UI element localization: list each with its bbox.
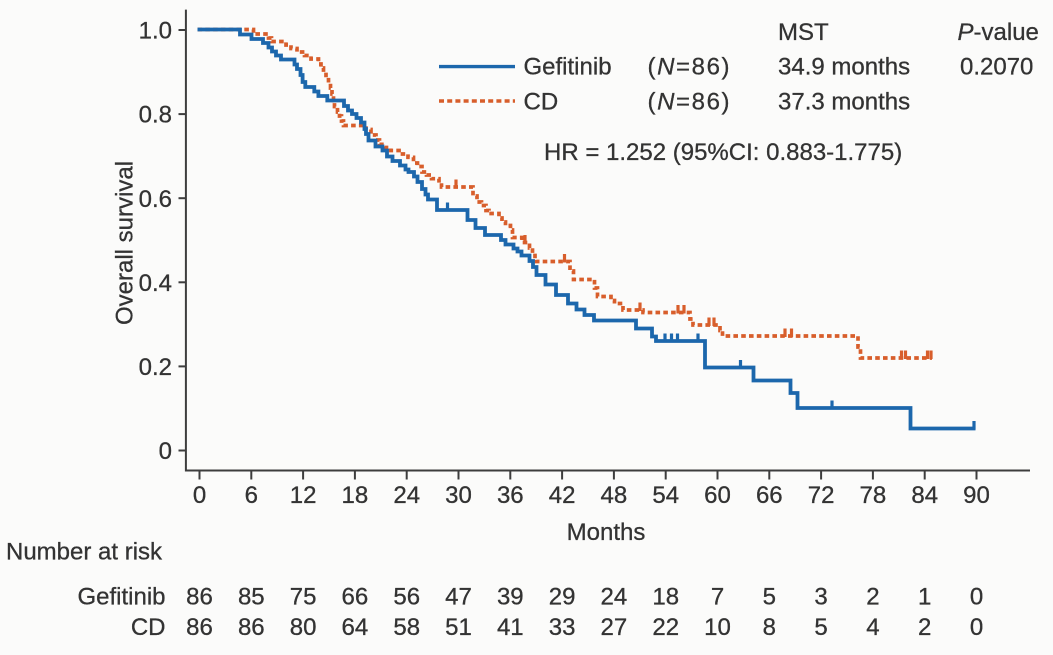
svg-text:2: 2 (918, 614, 931, 641)
svg-text:30: 30 (445, 482, 472, 509)
svg-text:33: 33 (549, 614, 576, 641)
svg-text:24: 24 (601, 584, 628, 611)
svg-text:75: 75 (290, 584, 317, 611)
svg-text:Number at risk: Number at risk (6, 539, 163, 566)
svg-text:0: 0 (970, 584, 983, 611)
svg-text:56: 56 (393, 584, 420, 611)
svg-text:0.2070: 0.2070 (960, 54, 1033, 81)
svg-text:CD: CD (524, 89, 559, 116)
svg-text:27: 27 (601, 614, 628, 641)
svg-text:22: 22 (652, 614, 679, 641)
svg-text:84: 84 (911, 482, 938, 509)
svg-text:0.4: 0.4 (139, 270, 172, 297)
svg-text:18: 18 (342, 482, 369, 509)
svg-text:5: 5 (763, 584, 776, 611)
svg-text:64: 64 (342, 614, 369, 641)
svg-text:86: 86 (186, 614, 213, 641)
svg-text:12: 12 (290, 482, 317, 509)
svg-text:HR = 1.252 (95%CI: 0.883-1.775: HR = 1.252 (95%CI: 0.883-1.775) (544, 139, 902, 166)
svg-text:34.9 months: 34.9 months (778, 54, 910, 81)
svg-text:8: 8 (763, 614, 776, 641)
svg-text:47: 47 (445, 584, 472, 611)
svg-text:Months: Months (567, 519, 646, 546)
svg-text:86: 86 (238, 614, 265, 641)
svg-text:41: 41 (497, 614, 524, 641)
svg-text:MST: MST (778, 19, 829, 46)
svg-text:Gefitinib: Gefitinib (77, 584, 165, 611)
svg-text:78: 78 (860, 482, 887, 509)
svg-text:60: 60 (704, 482, 731, 509)
svg-text:48: 48 (601, 482, 628, 509)
svg-text:0: 0 (970, 614, 983, 641)
svg-text:54: 54 (652, 482, 679, 509)
svg-text:0.6: 0.6 (139, 186, 172, 213)
svg-text:18: 18 (652, 584, 679, 611)
svg-text:7: 7 (711, 584, 724, 611)
svg-text:Gefitinib: Gefitinib (524, 54, 612, 81)
svg-text:1: 1 (918, 584, 931, 611)
svg-text:(N=86): (N=86) (648, 54, 732, 81)
svg-text:66: 66 (342, 584, 369, 611)
svg-text:51: 51 (445, 614, 472, 641)
svg-text:0.2: 0.2 (139, 354, 172, 381)
svg-text:66: 66 (756, 482, 783, 509)
svg-text:0: 0 (159, 438, 172, 465)
svg-text:0.8: 0.8 (139, 102, 172, 129)
svg-text:4: 4 (866, 614, 879, 641)
svg-text:(N=86): (N=86) (648, 89, 732, 116)
svg-text:6: 6 (245, 482, 258, 509)
svg-text:90: 90 (963, 482, 990, 509)
svg-text:P-value: P-value (958, 19, 1039, 46)
svg-text:39: 39 (497, 584, 524, 611)
svg-text:CD: CD (131, 614, 166, 641)
svg-text:10: 10 (704, 614, 731, 641)
svg-text:2: 2 (866, 584, 879, 611)
svg-text:80: 80 (290, 614, 317, 641)
svg-text:24: 24 (393, 482, 420, 509)
svg-text:37.3 months: 37.3 months (778, 89, 910, 116)
svg-text:42: 42 (549, 482, 576, 509)
svg-text:85: 85 (238, 584, 265, 611)
svg-text:72: 72 (808, 482, 835, 509)
svg-text:1.0: 1.0 (139, 18, 172, 45)
svg-text:3: 3 (814, 584, 827, 611)
svg-text:5: 5 (814, 614, 827, 641)
svg-text:86: 86 (186, 584, 213, 611)
svg-text:Overall survival: Overall survival (112, 161, 139, 325)
svg-text:0: 0 (193, 482, 206, 509)
svg-text:58: 58 (393, 614, 420, 641)
svg-text:36: 36 (497, 482, 524, 509)
svg-text:29: 29 (549, 584, 576, 611)
